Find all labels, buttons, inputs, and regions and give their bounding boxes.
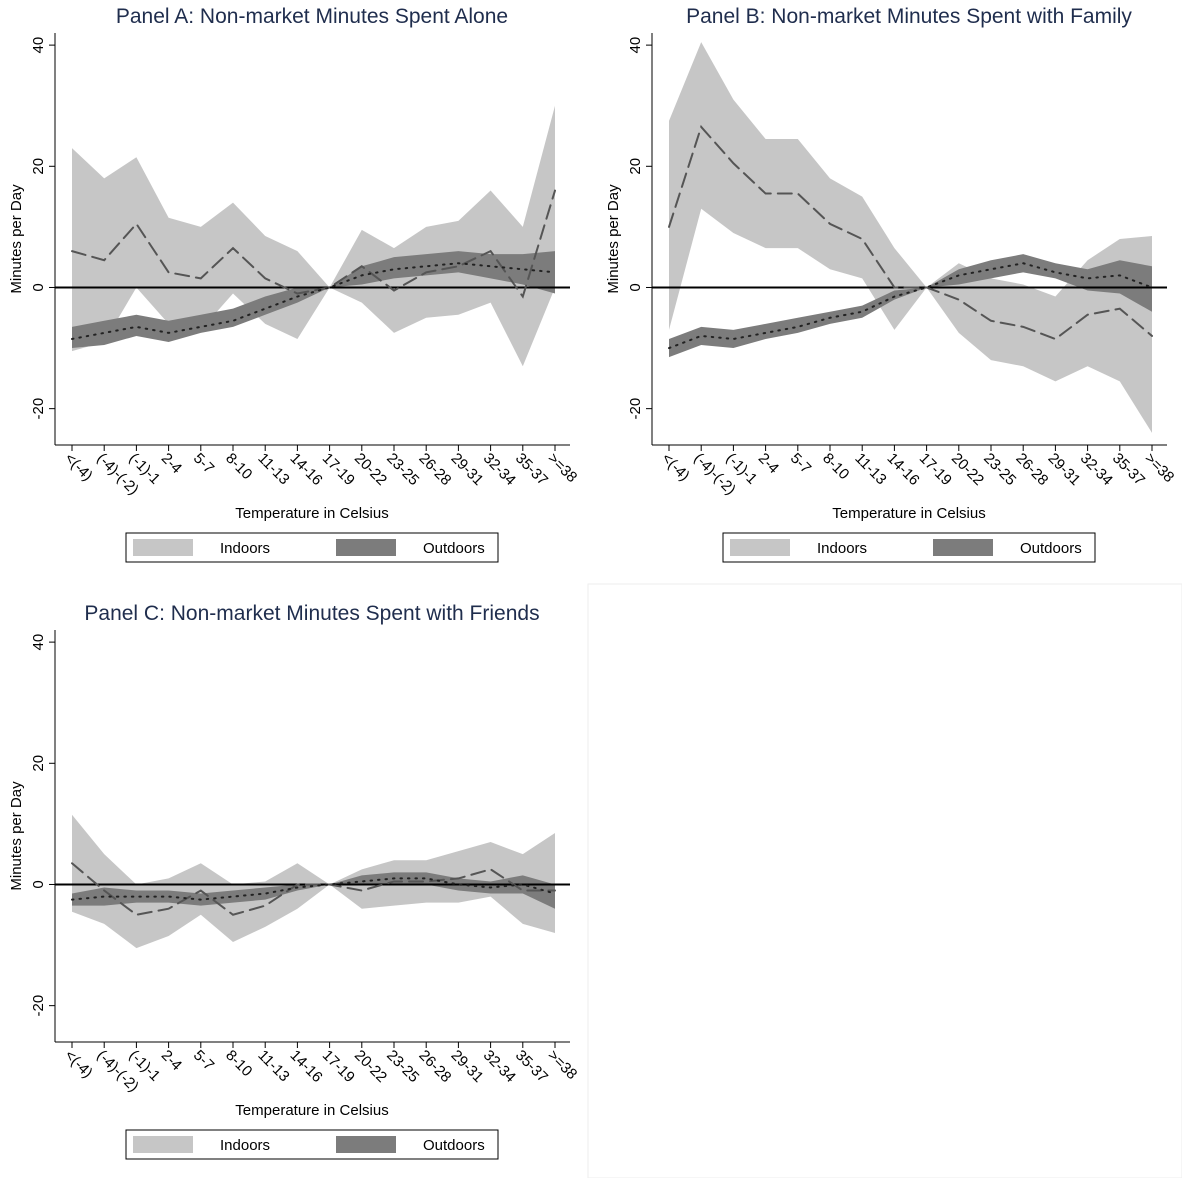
y-tick-label: 20 bbox=[30, 158, 47, 175]
empty-panel bbox=[587, 583, 1182, 1178]
legend-swatch bbox=[933, 539, 993, 556]
x-tick-label: 17-19 bbox=[916, 450, 955, 489]
estimate-line bbox=[668, 124, 1153, 341]
panel-title: Panel B: Non-market Minutes Spent with F… bbox=[686, 5, 1132, 28]
y-tick-label: 0 bbox=[627, 283, 644, 291]
y-axis-label: Minutes per Day bbox=[8, 781, 25, 891]
x-tick-label: 14-16 bbox=[287, 1047, 326, 1086]
panel-title: Panel C: Non-market Minutes Spent with F… bbox=[84, 602, 539, 625]
y-tick-label: -20 bbox=[30, 995, 47, 1017]
legend-label: Indoors bbox=[220, 540, 270, 557]
panel-title: Panel A: Non-market Minutes Spent Alone bbox=[116, 5, 508, 28]
x-tick-label: 29-31 bbox=[1045, 450, 1084, 489]
confidence-band bbox=[72, 251, 555, 349]
x-tick-label: >=38 bbox=[1141, 450, 1177, 486]
legend-label: Indoors bbox=[817, 540, 867, 557]
y-tick-label: 40 bbox=[30, 37, 47, 54]
x-tick-label: >=38 bbox=[544, 450, 580, 486]
y-axis-label: Minutes per Day bbox=[8, 184, 25, 294]
x-tick-label: 26-28 bbox=[415, 1047, 454, 1086]
x-tick-label: 29-31 bbox=[448, 450, 487, 489]
x-tick-label: 35-37 bbox=[1109, 450, 1148, 489]
x-tick-label: >=38 bbox=[544, 1047, 580, 1083]
confidence-band bbox=[669, 254, 1152, 358]
legend-label: Outdoors bbox=[1020, 540, 1082, 557]
x-tick-label: 11-13 bbox=[254, 450, 292, 488]
x-tick-label: <(-4) bbox=[658, 450, 693, 485]
estimate-line bbox=[71, 862, 556, 916]
panel: Panel B: Non-market Minutes Spent with F… bbox=[605, 5, 1177, 563]
legend-label: Indoors bbox=[220, 1137, 270, 1154]
x-tick-label: 14-16 bbox=[884, 450, 923, 489]
legend-swatch bbox=[336, 539, 396, 556]
x-tick-label: 17-19 bbox=[319, 450, 358, 489]
y-tick-label: 20 bbox=[30, 755, 47, 772]
confidence-band bbox=[72, 105, 555, 367]
y-tick-label: 40 bbox=[627, 37, 644, 54]
x-tick-label: 8-10 bbox=[222, 450, 255, 483]
estimate-line bbox=[71, 189, 556, 299]
y-tick-label: 40 bbox=[30, 634, 47, 651]
legend-label: Outdoors bbox=[423, 1137, 485, 1154]
estimate-line bbox=[668, 262, 1153, 350]
x-tick-label: 32-34 bbox=[1077, 450, 1116, 489]
x-tick-label: 35-37 bbox=[512, 1047, 551, 1086]
x-tick-label: <(-4) bbox=[61, 450, 96, 485]
x-tick-label: 5-7 bbox=[190, 450, 217, 477]
x-tick-label: 23-25 bbox=[383, 450, 422, 489]
x-axis-label: Temperature in Celsius bbox=[235, 505, 388, 522]
estimate-line bbox=[71, 262, 556, 340]
y-tick-label: -20 bbox=[627, 398, 644, 420]
x-tick-label: 26-28 bbox=[415, 450, 454, 489]
legend-swatch bbox=[730, 539, 790, 556]
x-axis-label: Temperature in Celsius bbox=[235, 1102, 388, 1119]
legend-swatch bbox=[336, 1136, 396, 1153]
legend-label: Outdoors bbox=[423, 540, 485, 557]
panel: Panel A: Non-market Minutes Spent Alone -… bbox=[8, 5, 580, 563]
panel: Panel C: Non-market Minutes Spent with F… bbox=[8, 602, 580, 1160]
confidence-band bbox=[72, 814, 555, 949]
x-tick-label: 8-10 bbox=[222, 1047, 255, 1080]
x-tick-label: 17-19 bbox=[319, 1047, 358, 1086]
x-tick-label: 5-7 bbox=[787, 450, 814, 477]
x-tick-label: 32-34 bbox=[480, 450, 519, 489]
x-tick-label: 26-28 bbox=[1012, 450, 1051, 489]
x-tick-label: 11-13 bbox=[851, 450, 889, 488]
x-tick-label: <(-4) bbox=[61, 1047, 96, 1082]
y-tick-label: 0 bbox=[30, 283, 47, 291]
x-tick-label: 14-16 bbox=[287, 450, 326, 489]
y-axis-label: Minutes per Day bbox=[605, 184, 622, 294]
estimate-line bbox=[71, 877, 556, 901]
legend-box bbox=[125, 532, 499, 563]
x-axis-label: Temperature in Celsius bbox=[832, 505, 985, 522]
x-tick-label: 20-22 bbox=[351, 1047, 390, 1086]
x-tick-label: 5-7 bbox=[190, 1047, 217, 1074]
x-tick-label: 35-37 bbox=[512, 450, 551, 489]
x-tick-label: 8-10 bbox=[819, 450, 852, 483]
x-tick-label: 20-22 bbox=[948, 450, 987, 489]
y-tick-label: 0 bbox=[30, 880, 47, 888]
x-tick-label: 32-34 bbox=[480, 1047, 519, 1086]
x-tick-label: 20-22 bbox=[351, 450, 390, 489]
legend-swatch bbox=[133, 539, 193, 556]
confidence-band bbox=[669, 42, 1152, 433]
x-tick-label: 29-31 bbox=[448, 1047, 487, 1086]
x-tick-label: 11-13 bbox=[254, 1047, 292, 1085]
x-tick-label: 23-25 bbox=[980, 450, 1019, 489]
y-tick-label: -20 bbox=[30, 398, 47, 420]
y-tick-label: 20 bbox=[627, 158, 644, 175]
legend-swatch bbox=[133, 1136, 193, 1153]
x-tick-label: 23-25 bbox=[383, 1047, 422, 1086]
